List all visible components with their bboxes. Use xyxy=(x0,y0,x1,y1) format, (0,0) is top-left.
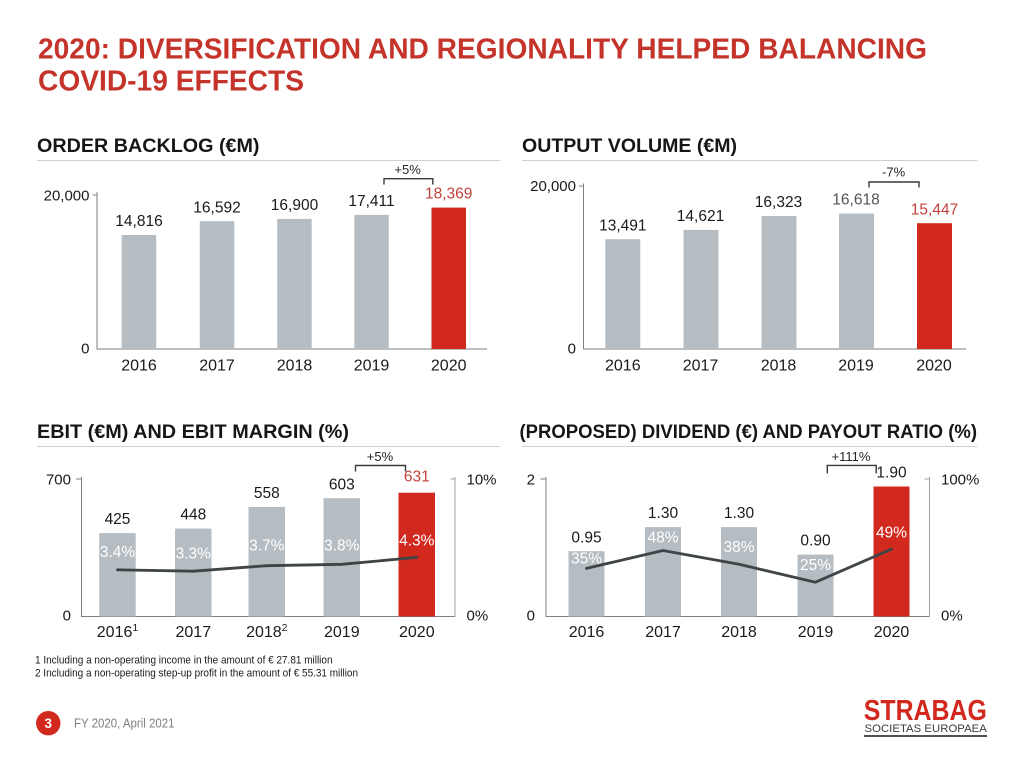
svg-text:10%: 10% xyxy=(467,471,497,488)
svg-text:3.8%: 3.8% xyxy=(324,538,360,555)
svg-text:2016: 2016 xyxy=(569,624,605,641)
svg-text:15,447: 15,447 xyxy=(911,201,958,218)
svg-text:2019: 2019 xyxy=(354,357,390,374)
svg-text:25%: 25% xyxy=(800,557,831,574)
svg-text:2020: DIVERSIFICATION AND REGI: 2020: DIVERSIFICATION AND REGIONALITY HE… xyxy=(38,34,927,66)
svg-text:ORDER BACKLOG (€M): ORDER BACKLOG (€M) xyxy=(37,136,260,157)
svg-text:2018: 2018 xyxy=(721,624,757,641)
svg-text:2019: 2019 xyxy=(838,357,874,374)
svg-text:FY 2020, April 2021: FY 2020, April 2021 xyxy=(74,717,175,731)
svg-text:425: 425 xyxy=(105,511,131,528)
svg-text:2 Including a non-operating st: 2 Including a non-operating step-up prof… xyxy=(35,667,358,679)
svg-text:16,592: 16,592 xyxy=(193,199,240,216)
svg-text:2020: 2020 xyxy=(916,357,952,374)
svg-text:2019: 2019 xyxy=(324,624,360,641)
svg-text:0: 0 xyxy=(63,607,71,624)
svg-text:EBIT (€M) AND EBIT MARGIN (%): EBIT (€M) AND EBIT MARGIN (%) xyxy=(37,422,349,443)
svg-text:558: 558 xyxy=(254,485,280,502)
svg-text:0: 0 xyxy=(527,607,535,624)
svg-text:2020: 2020 xyxy=(874,624,910,641)
svg-text:STRABAG: STRABAG xyxy=(864,695,987,727)
svg-text:448: 448 xyxy=(180,507,206,524)
svg-text:700: 700 xyxy=(46,471,71,488)
svg-text:0%: 0% xyxy=(467,607,489,624)
svg-text:1.30: 1.30 xyxy=(724,505,755,522)
svg-text:2018: 2018 xyxy=(761,357,797,374)
svg-text:100%: 100% xyxy=(941,471,979,488)
svg-text:631: 631 xyxy=(404,469,430,486)
svg-text:16,323: 16,323 xyxy=(755,194,802,211)
svg-text:SOCIETAS EUROPAEA: SOCIETAS EUROPAEA xyxy=(865,723,988,735)
svg-text:+5%: +5% xyxy=(367,449,394,464)
svg-text:49%: 49% xyxy=(876,525,907,542)
svg-text:3.3%: 3.3% xyxy=(176,546,212,563)
svg-text:3.4%: 3.4% xyxy=(100,544,136,561)
svg-text:2020: 2020 xyxy=(399,624,435,641)
svg-text:0.95: 0.95 xyxy=(571,529,601,546)
svg-text:2019: 2019 xyxy=(798,624,834,641)
svg-text:3.7%: 3.7% xyxy=(249,538,285,555)
svg-text:0: 0 xyxy=(568,340,576,357)
svg-text:18,369: 18,369 xyxy=(425,186,472,203)
svg-text:-7%: -7% xyxy=(882,165,906,180)
svg-text:1 Including a non-operating in: 1 Including a non-operating income in th… xyxy=(35,655,333,667)
svg-text:20,000: 20,000 xyxy=(530,178,576,195)
svg-text:4.3%: 4.3% xyxy=(399,533,435,550)
svg-text:16,618: 16,618 xyxy=(832,192,879,209)
svg-text:14,621: 14,621 xyxy=(677,208,724,225)
svg-text:2016: 2016 xyxy=(121,357,157,374)
svg-text:20,000: 20,000 xyxy=(44,187,90,204)
svg-text:20182: 20182 xyxy=(246,622,288,641)
svg-text:0.90: 0.90 xyxy=(800,533,831,550)
svg-text:13,491: 13,491 xyxy=(599,217,646,234)
svg-text:0%: 0% xyxy=(941,607,963,624)
svg-text:2018: 2018 xyxy=(277,357,313,374)
svg-text:OUTPUT VOLUME (€M): OUTPUT VOLUME (€M) xyxy=(522,136,737,157)
svg-text:603: 603 xyxy=(329,476,355,493)
svg-text:17,411: 17,411 xyxy=(348,193,394,210)
svg-text:48%: 48% xyxy=(647,530,678,547)
svg-text:35%: 35% xyxy=(571,551,602,568)
svg-text:+111%: +111% xyxy=(832,449,871,464)
svg-text:14,816: 14,816 xyxy=(115,213,162,230)
svg-text:3: 3 xyxy=(45,716,53,731)
svg-text:2017: 2017 xyxy=(176,624,212,641)
svg-text:1.90: 1.90 xyxy=(876,465,907,482)
svg-text:16,900: 16,900 xyxy=(271,197,319,214)
svg-text:(PROPOSED) DIVIDEND (€) AND PA: (PROPOSED) DIVIDEND (€) AND PAYOUT RATIO… xyxy=(520,422,978,443)
svg-text:COVID-19 EFFECTS: COVID-19 EFFECTS xyxy=(38,65,304,97)
svg-text:2017: 2017 xyxy=(683,357,719,374)
svg-text:1.30: 1.30 xyxy=(648,505,679,522)
svg-text:2: 2 xyxy=(527,471,535,488)
svg-text:20161: 20161 xyxy=(97,622,139,641)
svg-text:0: 0 xyxy=(81,340,89,357)
svg-text:38%: 38% xyxy=(723,539,754,556)
svg-text:+5%: +5% xyxy=(394,162,421,177)
svg-text:2020: 2020 xyxy=(431,357,467,374)
svg-text:2017: 2017 xyxy=(199,357,235,374)
svg-text:2017: 2017 xyxy=(645,624,681,641)
svg-text:2016: 2016 xyxy=(605,357,641,374)
